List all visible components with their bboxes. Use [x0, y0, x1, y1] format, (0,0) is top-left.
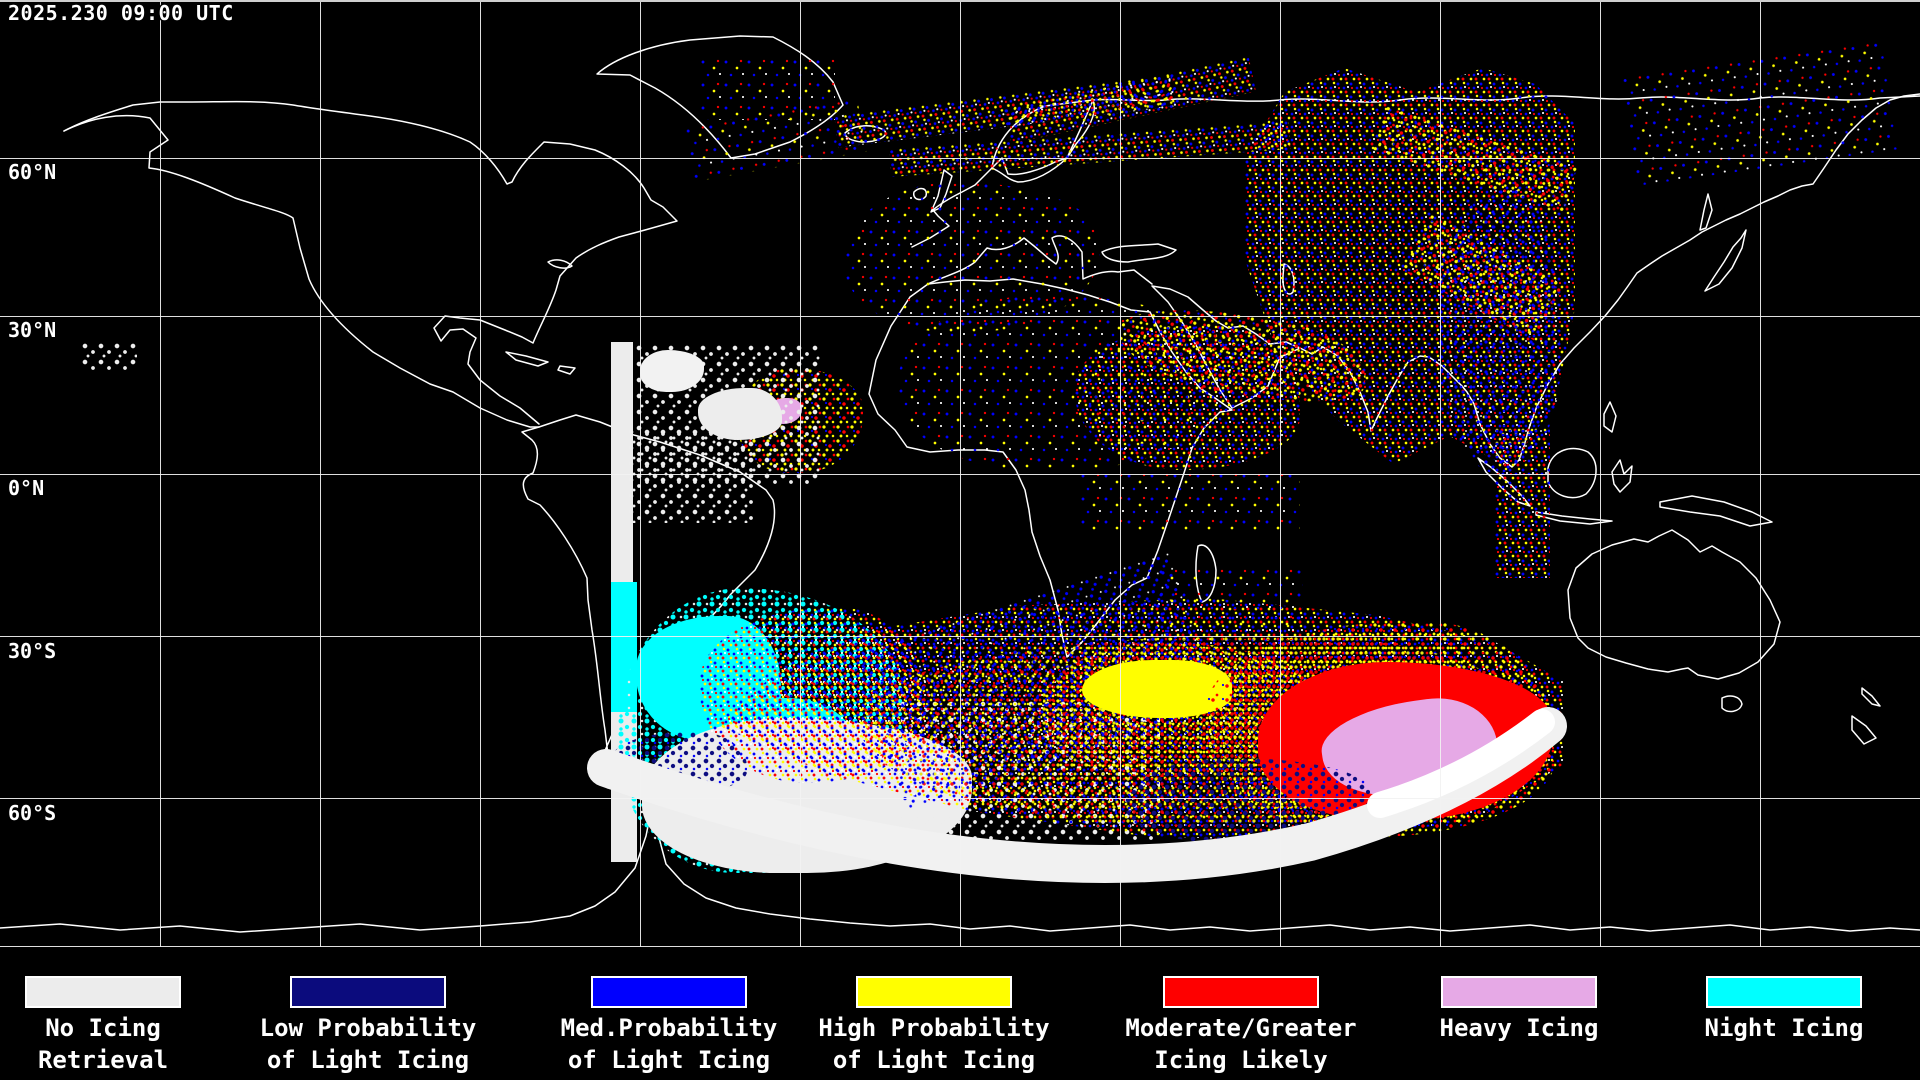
legend-label-line1: Low Probability — [259, 1014, 477, 1042]
no-icing-cloud-blob-1 — [640, 350, 704, 392]
grid-line-horizontal — [0, 316, 1920, 317]
legend-label-med-probability: Med.Probability of Light Icing — [529, 1012, 809, 1076]
grid-line-vertical — [960, 0, 961, 947]
coast-north-america-east — [63, 100, 678, 425]
grid-line-vertical — [1440, 0, 1441, 947]
timestamp: 2025.230 09:00 UTC — [8, 1, 234, 25]
legend-label-no-icing: No Icing Retrieval — [0, 1012, 243, 1076]
grid-line-vertical — [160, 0, 161, 947]
coast-antarctica — [0, 805, 1920, 933]
legend-item-moderate-greater: Moderate/Greater Icing Likely — [1101, 976, 1381, 1076]
legend-label-line2: of Light Icing — [567, 1046, 771, 1074]
grid-line-vertical — [1120, 0, 1121, 947]
legend-label-line2: Icing Likely — [1154, 1046, 1328, 1074]
coast-japan — [1704, 229, 1747, 292]
legend-swatch-moderate-greater — [1163, 976, 1319, 1008]
legend-label-night-icing: Night Icing — [1644, 1012, 1920, 1044]
legend-item-heavy-icing: Heavy Icing — [1379, 976, 1659, 1044]
coast-cuba — [505, 351, 549, 367]
legend-swatch-med-probability — [591, 976, 747, 1008]
legend-swatch-low-probability — [290, 976, 446, 1008]
grid-line-horizontal — [0, 946, 1920, 947]
legend-label-line2: Retrieval — [37, 1046, 169, 1074]
legend-item-night-icing: Night Icing — [1644, 976, 1920, 1044]
grid-line-vertical — [320, 0, 321, 947]
grid-line-horizontal — [0, 636, 1920, 637]
grid-line-vertical — [800, 0, 801, 947]
legend-label-line1: High Probability — [818, 1014, 1050, 1042]
coast-borneo — [1547, 447, 1597, 499]
coast-sakhalin — [1699, 193, 1713, 231]
legend-swatch-no-icing — [25, 976, 181, 1008]
coast-new-guinea — [1659, 495, 1773, 527]
coast-black-sea — [1101, 243, 1177, 263]
no-icing-pacific-dots — [82, 342, 137, 370]
legend-item-high-probability: High Probability of Light Icing — [794, 976, 1074, 1076]
grid-line-horizontal — [0, 474, 1920, 475]
grid-line-vertical — [640, 0, 641, 947]
grid-line-vertical — [1280, 0, 1281, 947]
grid-line-horizontal — [0, 798, 1920, 799]
coast-great-lakes — [547, 259, 573, 269]
legend-label-line2: of Light Icing — [832, 1046, 1036, 1074]
icing-data-east-asia-edge — [1495, 428, 1550, 578]
legend-swatch-night-icing — [1706, 976, 1862, 1008]
legend-label-line1: Med.Probability — [560, 1014, 778, 1042]
coast-hispaniola — [557, 365, 576, 375]
world-map: 2025.230 09:00 UTC 60°N 30°N 0°N 30°S 60… — [0, 0, 1920, 947]
coast-north-america — [63, 114, 540, 428]
legend-label-moderate-greater: Moderate/Greater Icing Likely — [1101, 1012, 1381, 1076]
icing-data-greenland-sea — [700, 58, 835, 120]
legend-label-high-probability: High Probability of Light Icing — [794, 1012, 1074, 1076]
latitude-label-60n: 60°N — [8, 160, 57, 184]
legend-swatch-high-probability — [856, 976, 1012, 1008]
grid-line-vertical — [1760, 0, 1761, 947]
coast-new-zealand-north — [1861, 687, 1881, 707]
legend-label-heavy-icing: Heavy Icing — [1379, 1012, 1659, 1044]
icing-data-madagascar-scatter — [1158, 568, 1303, 640]
grid-line-vertical — [480, 0, 481, 947]
latitude-label-30s: 30°S — [8, 639, 57, 663]
latitude-label-0n: 0°N — [8, 476, 45, 500]
legend-label-low-probability: Low Probability of Light Icing — [228, 1012, 508, 1076]
legend-label-line1: Moderate/Greater — [1125, 1014, 1357, 1042]
latitude-label-30n: 30°N — [8, 318, 57, 342]
legend-item-no-icing: No Icing Retrieval — [0, 976, 243, 1076]
legend-swatch-heavy-icing — [1441, 976, 1597, 1008]
icing-data-india-scatter — [1075, 325, 1300, 470]
map-top-border — [0, 0, 1920, 2]
legend-label-line1: No Icing — [45, 1014, 161, 1042]
icing-data-east-asia — [1438, 188, 1560, 473]
no-icing-amazon-clouds — [628, 428, 753, 523]
coast-australia — [1567, 529, 1781, 680]
legend-label-line1: Heavy Icing — [1439, 1014, 1599, 1042]
coast-philippines — [1603, 401, 1617, 433]
legend-item-med-probability: Med.Probability of Light Icing — [529, 976, 809, 1076]
legend-item-low-probability: Low Probability of Light Icing — [228, 976, 508, 1076]
coast-new-zealand-south — [1851, 715, 1877, 745]
legend-label-line1: Night Icing — [1704, 1014, 1864, 1042]
latitude-label-60s: 60°S — [8, 801, 57, 825]
icing-data-central-africa — [1080, 472, 1300, 532]
grid-line-vertical — [1600, 0, 1601, 947]
legend-label-line2: of Light Icing — [266, 1046, 470, 1074]
grid-line-horizontal — [0, 158, 1920, 159]
legend: No Icing Retrieval Low Probability of Li… — [0, 947, 1920, 1080]
coast-tasmania — [1721, 695, 1743, 713]
no-icing-coverage-strip-north — [611, 342, 633, 582]
